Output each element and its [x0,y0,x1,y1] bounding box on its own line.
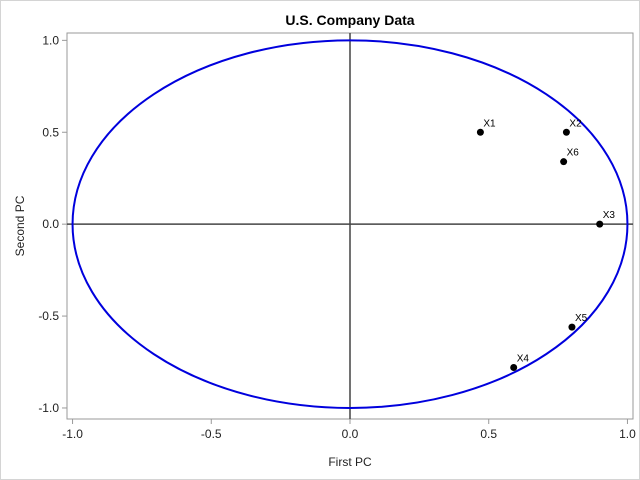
y-tick-label: -0.5 [38,309,59,323]
data-point-x3 [596,220,604,228]
x-axis: -1.0 -0.5 0.0 0.5 1.0 [62,419,636,441]
y-axis-title: Second PC [13,195,27,256]
reference-lines [67,33,633,419]
y-tick-label: 0.0 [42,217,59,231]
y-tick-label: 0.5 [42,125,59,139]
x-tick-label: -1.0 [62,427,83,441]
data-point-label-x1: X1 [483,118,496,129]
data-point-label-x2: X2 [569,118,582,129]
data-point-x4 [510,364,518,372]
x-tick-label: 1.0 [619,427,636,441]
x-tick-label: 0.0 [342,427,359,441]
data-point-label-x6: X6 [567,148,580,159]
unit-circle-layer [71,39,629,409]
x-tick-label: 0.5 [480,427,497,441]
data-point-x5 [568,323,576,331]
data-point-x6 [560,158,568,166]
data-point-label-x3: X3 [603,210,616,221]
x-tick-label: -0.5 [201,427,222,441]
y-tick-label: 1.0 [42,33,59,47]
x-axis-title: First PC [328,455,372,469]
data-point-label-x5: X5 [575,313,588,324]
y-tick-label: -1.0 [38,401,59,415]
chart-title: U.S. Company Data [285,12,414,28]
unit-circle [71,39,629,409]
data-point-x2 [562,128,570,136]
y-axis: -1.0 -0.5 0.0 0.5 1.0 [38,33,67,415]
data-point-label-x4: X4 [517,354,530,365]
data-points: X1 X2 X6 X3 X5 X4 [476,118,616,372]
data-point-x1 [476,128,484,136]
